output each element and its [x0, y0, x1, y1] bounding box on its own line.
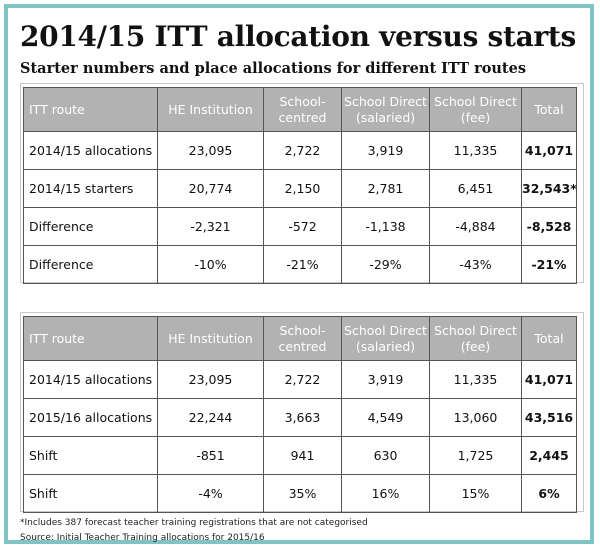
table-cell: 630: [341, 436, 430, 475]
allocation-shift-panel: ITT route HE Institution School-centred Sch…: [20, 312, 584, 513]
table-cell: 41,071: [521, 131, 577, 170]
column-header: Total: [521, 87, 577, 132]
table-row: Shift -4% 35% 16% 15% 6%: [23, 474, 577, 513]
table-cell: 6%: [521, 474, 577, 513]
table-cell: 3,919: [341, 360, 430, 399]
allocation-vs-starters-table: ITT route HE Institution School-centred Sch…: [23, 87, 577, 284]
table-cell: 23,095: [157, 360, 264, 399]
table-cell: -851: [157, 436, 264, 475]
table-cell: 2,722: [263, 360, 342, 399]
table-cell: 6,451: [429, 169, 522, 208]
table-cell: 941: [263, 436, 342, 475]
column-header: School-centred: [263, 87, 342, 132]
page-subtitle: Starter numbers and place allocations fo…: [20, 60, 527, 77]
table-cell: -572: [263, 207, 342, 246]
table-cell: -21%: [521, 245, 577, 284]
table-row: 2015/16 allocations 22,244 3,663 4,549 13,06…: [23, 398, 577, 437]
table-header-row: ITT route HE Institution School-centred Sch…: [23, 87, 577, 132]
table-cell: 41,071: [521, 360, 577, 399]
table-cell: -1,138: [341, 207, 430, 246]
column-header: ITT route: [23, 316, 158, 361]
table-cell: 2,445: [521, 436, 577, 475]
table-cell: -8,528: [521, 207, 577, 246]
column-header: School-centred: [263, 316, 342, 361]
table-cell: 32,543*: [521, 169, 577, 208]
allocation-vs-starters-panel: ITT route HE Institution School-centred Sch…: [20, 83, 584, 284]
source-note: Source: Initial Teacher Training allocat…: [20, 533, 265, 543]
row-label: Difference: [23, 207, 158, 246]
table-cell: 13,060: [429, 398, 522, 437]
allocation-shift-table: ITT route HE Institution School-centred Sch…: [23, 316, 577, 513]
table-cell: -21%: [263, 245, 342, 284]
table-cell: -2,321: [157, 207, 264, 246]
row-label: 2015/16 allocations: [23, 398, 158, 437]
table-cell: -4%: [157, 474, 264, 513]
table-cell: 2,722: [263, 131, 342, 170]
table-cell: 35%: [263, 474, 342, 513]
table-cell: 1,725: [429, 436, 522, 475]
row-label: 2014/15 allocations: [23, 360, 158, 399]
row-label: 2014/15 allocations: [23, 131, 158, 170]
column-header: School Direct (fee): [429, 87, 522, 132]
column-header: School Direct (fee): [429, 316, 522, 361]
row-label: 2014/15 starters: [23, 169, 158, 208]
row-label: Shift: [23, 436, 158, 475]
notes: *Includes 387 forecast teacher training …: [20, 516, 368, 546]
table-cell: 22,244: [157, 398, 264, 437]
table-cell: 11,335: [429, 360, 522, 399]
table-cell: 15%: [429, 474, 522, 513]
table-cell: -4,884: [429, 207, 522, 246]
table-cell: 3,919: [341, 131, 430, 170]
column-header: HE Institution: [157, 316, 264, 361]
table-cell: -29%: [341, 245, 430, 284]
page-title: 2014/15 ITT allocation versus starts: [20, 20, 576, 53]
row-label: Shift: [23, 474, 158, 513]
footnote: *Includes 387 forecast teacher training …: [20, 518, 368, 528]
table-cell: 2,150: [263, 169, 342, 208]
table-row: Shift -851 941 630 1,725 2,445: [23, 436, 577, 475]
table-cell: -10%: [157, 245, 264, 284]
figure-frame: 2014/15 ITT allocation versus starts Sta…: [4, 4, 594, 544]
table-row: Difference -2,321 -572 -1,138 -4,884 -8,528: [23, 207, 577, 246]
table-cell: 43,516: [521, 398, 577, 437]
row-label: Difference: [23, 245, 158, 284]
column-header: HE Institution: [157, 87, 264, 132]
column-header: Total: [521, 316, 577, 361]
table-cell: 3,663: [263, 398, 342, 437]
column-header: School Direct (salaried): [341, 87, 430, 132]
table-row: Difference -10% -21% -29% -43% -21%: [23, 245, 577, 284]
table-row: 2014/15 allocations 23,095 2,722 3,919 11,33…: [23, 360, 577, 399]
table-row: 2014/15 allocations 23,095 2,722 3,919 11,33…: [23, 131, 577, 170]
table-row: 2014/15 starters 20,774 2,150 2,781 6,451 32,…: [23, 169, 577, 208]
table-header-row: ITT route HE Institution School-centred Sch…: [23, 316, 577, 361]
table-cell: 2,781: [341, 169, 430, 208]
column-header: ITT route: [23, 87, 158, 132]
column-header: School Direct (salaried): [341, 316, 430, 361]
table-cell: -43%: [429, 245, 522, 284]
table-cell: 16%: [341, 474, 430, 513]
table-cell: 4,549: [341, 398, 430, 437]
table-cell: 11,335: [429, 131, 522, 170]
table-cell: 20,774: [157, 169, 264, 208]
table-cell: 23,095: [157, 131, 264, 170]
